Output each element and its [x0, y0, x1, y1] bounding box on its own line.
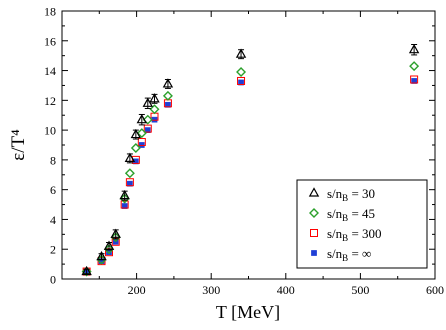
data-point [119, 193, 130, 204]
data-point [142, 114, 153, 125]
data-point [96, 254, 107, 265]
data-point [119, 189, 130, 200]
x-axis-label: T [MeV] [216, 302, 280, 322]
y-tick-label: 4 [50, 213, 56, 227]
legend-label: s/nB = ∞ [327, 246, 371, 263]
data-point [96, 250, 107, 261]
data-point [142, 97, 154, 107]
data-point [81, 265, 92, 276]
data-point [103, 240, 115, 250]
legend-marker [310, 229, 318, 237]
data-point [408, 43, 420, 54]
data-point [120, 200, 129, 209]
legend-box [296, 179, 428, 269]
data-point [149, 104, 160, 115]
data-point [124, 168, 135, 179]
legend-marker [311, 250, 317, 256]
data-point [235, 48, 247, 58]
legend: s/nB = 30 s/nB = 45 s/nB = 300 s/nB = ∞ [296, 179, 428, 269]
series [81, 61, 420, 277]
data-point [131, 155, 140, 164]
y-tick-label: 12 [44, 94, 56, 108]
data-point [124, 152, 136, 162]
data-point [130, 142, 141, 153]
legend-label: s/nB = 300 [327, 226, 382, 243]
x-tick-label: 200 [128, 283, 146, 297]
data-point [81, 266, 92, 277]
data-point [237, 76, 246, 85]
data-point [138, 142, 145, 148]
data-point [238, 79, 244, 86]
legend-label: s/nB = 30 [327, 186, 375, 203]
data-point [110, 232, 121, 243]
y-tick-label: 18 [44, 5, 56, 19]
data-point [410, 75, 419, 84]
data-points [81, 43, 420, 277]
data-point [110, 228, 121, 238]
data-point [149, 93, 160, 103]
y-tick-label: 10 [44, 124, 56, 138]
legend-marker [308, 187, 320, 197]
data-point [125, 178, 134, 187]
y-tick-label: 2 [50, 243, 56, 257]
x-tick-label: 400 [277, 283, 295, 297]
y-tick-label: 16 [44, 34, 56, 48]
data-point [127, 180, 133, 187]
data-point [143, 124, 152, 133]
data-point [236, 67, 247, 78]
x-tick-label: 600 [426, 283, 444, 297]
data-point [411, 78, 417, 84]
legend-label: s/nB = 45 [327, 206, 375, 223]
data-point [130, 128, 142, 139]
data-point [137, 138, 146, 147]
data-point [104, 244, 114, 255]
data-point [162, 78, 174, 88]
data-point [165, 101, 171, 108]
data-point [136, 113, 148, 124]
y-tick-label: 0 [50, 273, 56, 287]
x-tick-label: 500 [351, 283, 369, 297]
data-point [409, 61, 420, 72]
x-tick-label: 300 [202, 283, 220, 297]
y-tick-label: 6 [50, 183, 56, 197]
data-point [136, 128, 147, 139]
series [81, 43, 420, 276]
y-tick-label: 14 [44, 64, 56, 78]
y-tick-label: 8 [50, 153, 56, 167]
axis-ticks: 0 2 4 6 8 10 12 14 16 18 200 300 400 500 600 [44, 5, 444, 298]
data-point [144, 127, 151, 133]
y-axis-label: ε/T⁴ [8, 129, 29, 161]
legend-marker [309, 208, 319, 218]
data-point [162, 90, 173, 101]
